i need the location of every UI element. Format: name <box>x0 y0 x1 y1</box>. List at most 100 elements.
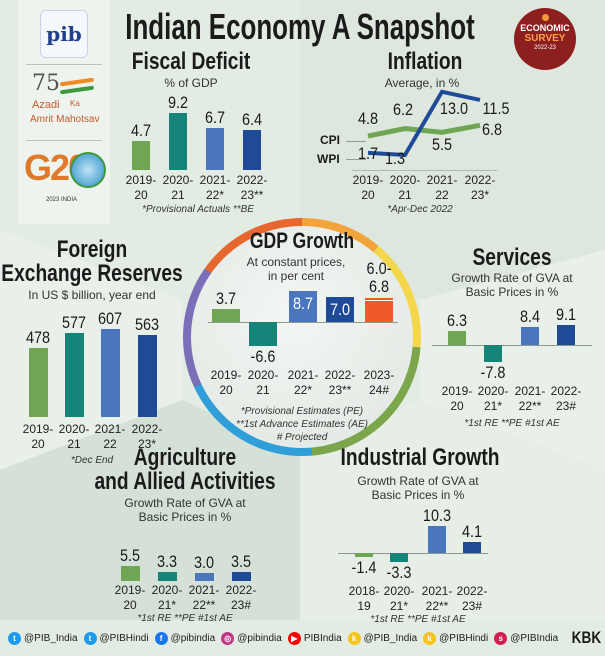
social-link[interactable]: k @PIBHindi <box>423 631 489 645</box>
social-link[interactable]: ◎ @pibindia <box>221 631 282 645</box>
flag-swoosh-icon <box>59 77 95 87</box>
services-value-label: -7.8 <box>480 363 506 383</box>
industrial-subtitle2: Basic Prices in % <box>371 488 465 502</box>
pib-logo: pib <box>40 10 88 58</box>
fiscal-category-label: 2019-20 <box>125 173 157 202</box>
services-value-label: 6.3 <box>446 311 468 331</box>
badge-emblem-icon <box>541 14 549 21</box>
forex-category-label: 2021-22 <box>94 422 126 451</box>
social-handle: @PIB_India <box>363 632 418 644</box>
industrial-value-label: -1.4 <box>351 557 377 577</box>
agri-category-label: 2022-23# <box>225 583 257 612</box>
fiscal-value-label: 6.4 <box>241 110 263 130</box>
fiscal-value-label: 9.2 <box>167 92 189 112</box>
services-subtitle1: Growth Rate of GVA at <box>451 271 573 285</box>
forex-category-label: 2019-20 <box>22 422 54 451</box>
agri-title-line1: Agriculture <box>133 444 237 471</box>
gdp-value-label: 8.7 <box>292 293 314 313</box>
inflation-category-label: 2019-20 <box>352 173 384 202</box>
industrial-axis <box>338 553 488 554</box>
forex-bar <box>137 335 157 417</box>
wpi-leader-line <box>346 159 366 160</box>
services-bar <box>484 345 502 363</box>
inflation-category-label: 2022-23* <box>464 173 496 202</box>
gdp-category-label: 2021-22* <box>287 368 319 397</box>
agri-value-label: 3.3 <box>156 552 178 572</box>
cpi-value-label: 5.5 <box>431 135 453 155</box>
g20-logo: G20 2023 INDIA <box>24 146 106 218</box>
industrial-subtitle1: Growth Rate of GVA at <box>357 474 479 488</box>
sharechat-icon: s <box>494 631 508 645</box>
forex-value-label: 607 <box>97 308 123 328</box>
social-handle: @PIB_India <box>24 632 78 644</box>
page-title: Indian Economy A Snapshot <box>125 6 475 47</box>
social-handle: @PIBHindi <box>439 632 489 644</box>
services-bar <box>521 326 539 345</box>
badge-line3: 2022-23 <box>533 45 557 51</box>
g20-subtext: 2023 INDIA <box>46 197 78 203</box>
inflation-axis <box>352 170 497 171</box>
forex-value-label: 563 <box>134 315 160 335</box>
gdp-footnote1: *Provisional Estimates (PE) <box>240 406 364 417</box>
wpi-value-label: 13.0 <box>439 98 469 118</box>
social-link[interactable]: t @PIBHindi <box>83 631 149 645</box>
social-link[interactable]: t @PIB_India <box>8 631 78 645</box>
agri-bar <box>157 572 177 581</box>
forex-bar <box>100 328 120 417</box>
agri-subtitle1: Growth Rate of GVA at <box>124 496 246 510</box>
agri-category-label: 2021-22** <box>188 583 220 612</box>
industrial-value-label: 4.1 <box>461 522 483 542</box>
fiscal-bar <box>206 128 224 170</box>
services-category-label: 2022-23# <box>550 384 582 413</box>
gdp-bar <box>326 296 354 322</box>
social-link[interactable]: s @PIBIndia <box>494 631 559 645</box>
forex-bar <box>28 347 48 417</box>
gdp-value-label: 3.7 <box>215 288 237 308</box>
gdp-circle <box>191 226 413 448</box>
gdp-bar <box>289 290 317 322</box>
industrial-footnote: *1st RE **PE #1st AE <box>370 614 466 625</box>
social-handle: @PIBIndia <box>510 632 559 644</box>
azadi-ka-amrit-mahotsav-logo: 75 Azadi Ka Amrit Mahotsav <box>30 72 104 134</box>
services-category-label: 2021-22** <box>514 384 546 413</box>
fiscal-category-label: 2020-21 <box>162 173 194 202</box>
divider <box>26 64 102 65</box>
fiscal-deficit-footnote: *Provisional Actuals **BE <box>142 204 254 215</box>
industrial-bar <box>355 553 373 557</box>
agri-bar <box>120 566 140 581</box>
koo-icon: k <box>423 631 437 645</box>
cpi-value-label: 4.8 <box>357 109 379 129</box>
youtube-icon: ▶ <box>287 631 301 645</box>
economic-survey-badge: ECONOMIC SURVEY 2022-23 <box>514 8 576 70</box>
gdp-category-label: 2020-21 <box>247 368 279 397</box>
agri-category-label: 2019-20 <box>114 583 146 612</box>
agri-footnote: *1st RE **PE #1st AE <box>137 613 233 624</box>
services-axis <box>432 345 592 346</box>
services-value-label: 8.4 <box>519 306 541 326</box>
wpi-value-label: 1.3 <box>384 148 406 168</box>
social-link[interactable]: f @pibindia <box>154 631 215 645</box>
azadi-text: Azadi <box>32 99 60 111</box>
social-link[interactable]: k @PIB_India <box>347 631 418 645</box>
gdp-subtitle2: in per cent <box>267 269 325 283</box>
social-link[interactable]: ▶ PIBIndia <box>287 631 342 645</box>
services-subtitle2: Basic Prices in % <box>465 285 559 299</box>
lotus-globe-icon <box>70 152 106 188</box>
fiscal-category-label: 2022-23** <box>236 173 268 202</box>
agri-subtitle2: Basic Prices in % <box>138 510 232 524</box>
agri-bar <box>231 571 251 581</box>
wpi-series-label: WPI <box>317 152 340 166</box>
services-title: Services <box>472 244 552 271</box>
gdp-axis <box>208 322 398 323</box>
forex-title-line1: Foreign <box>56 236 128 263</box>
social-footer: t @PIB_India t @PIBHindi f @pibindia ◎ @pibindi… <box>0 626 605 650</box>
badge-line1: ECONOMIC <box>520 23 570 33</box>
social-handle: @pibindia <box>237 632 282 644</box>
gdp-category-label: 2022-23** <box>324 368 356 397</box>
amrit-mahotsav-text: Amrit Mahotsav <box>30 114 100 125</box>
cpi-value-label: 6.8 <box>481 120 503 140</box>
gdp-range-marker <box>365 300 393 302</box>
agri-bar <box>194 572 214 581</box>
gdp-category-label: 2023-24# <box>363 368 395 397</box>
koo-icon: k <box>347 631 361 645</box>
